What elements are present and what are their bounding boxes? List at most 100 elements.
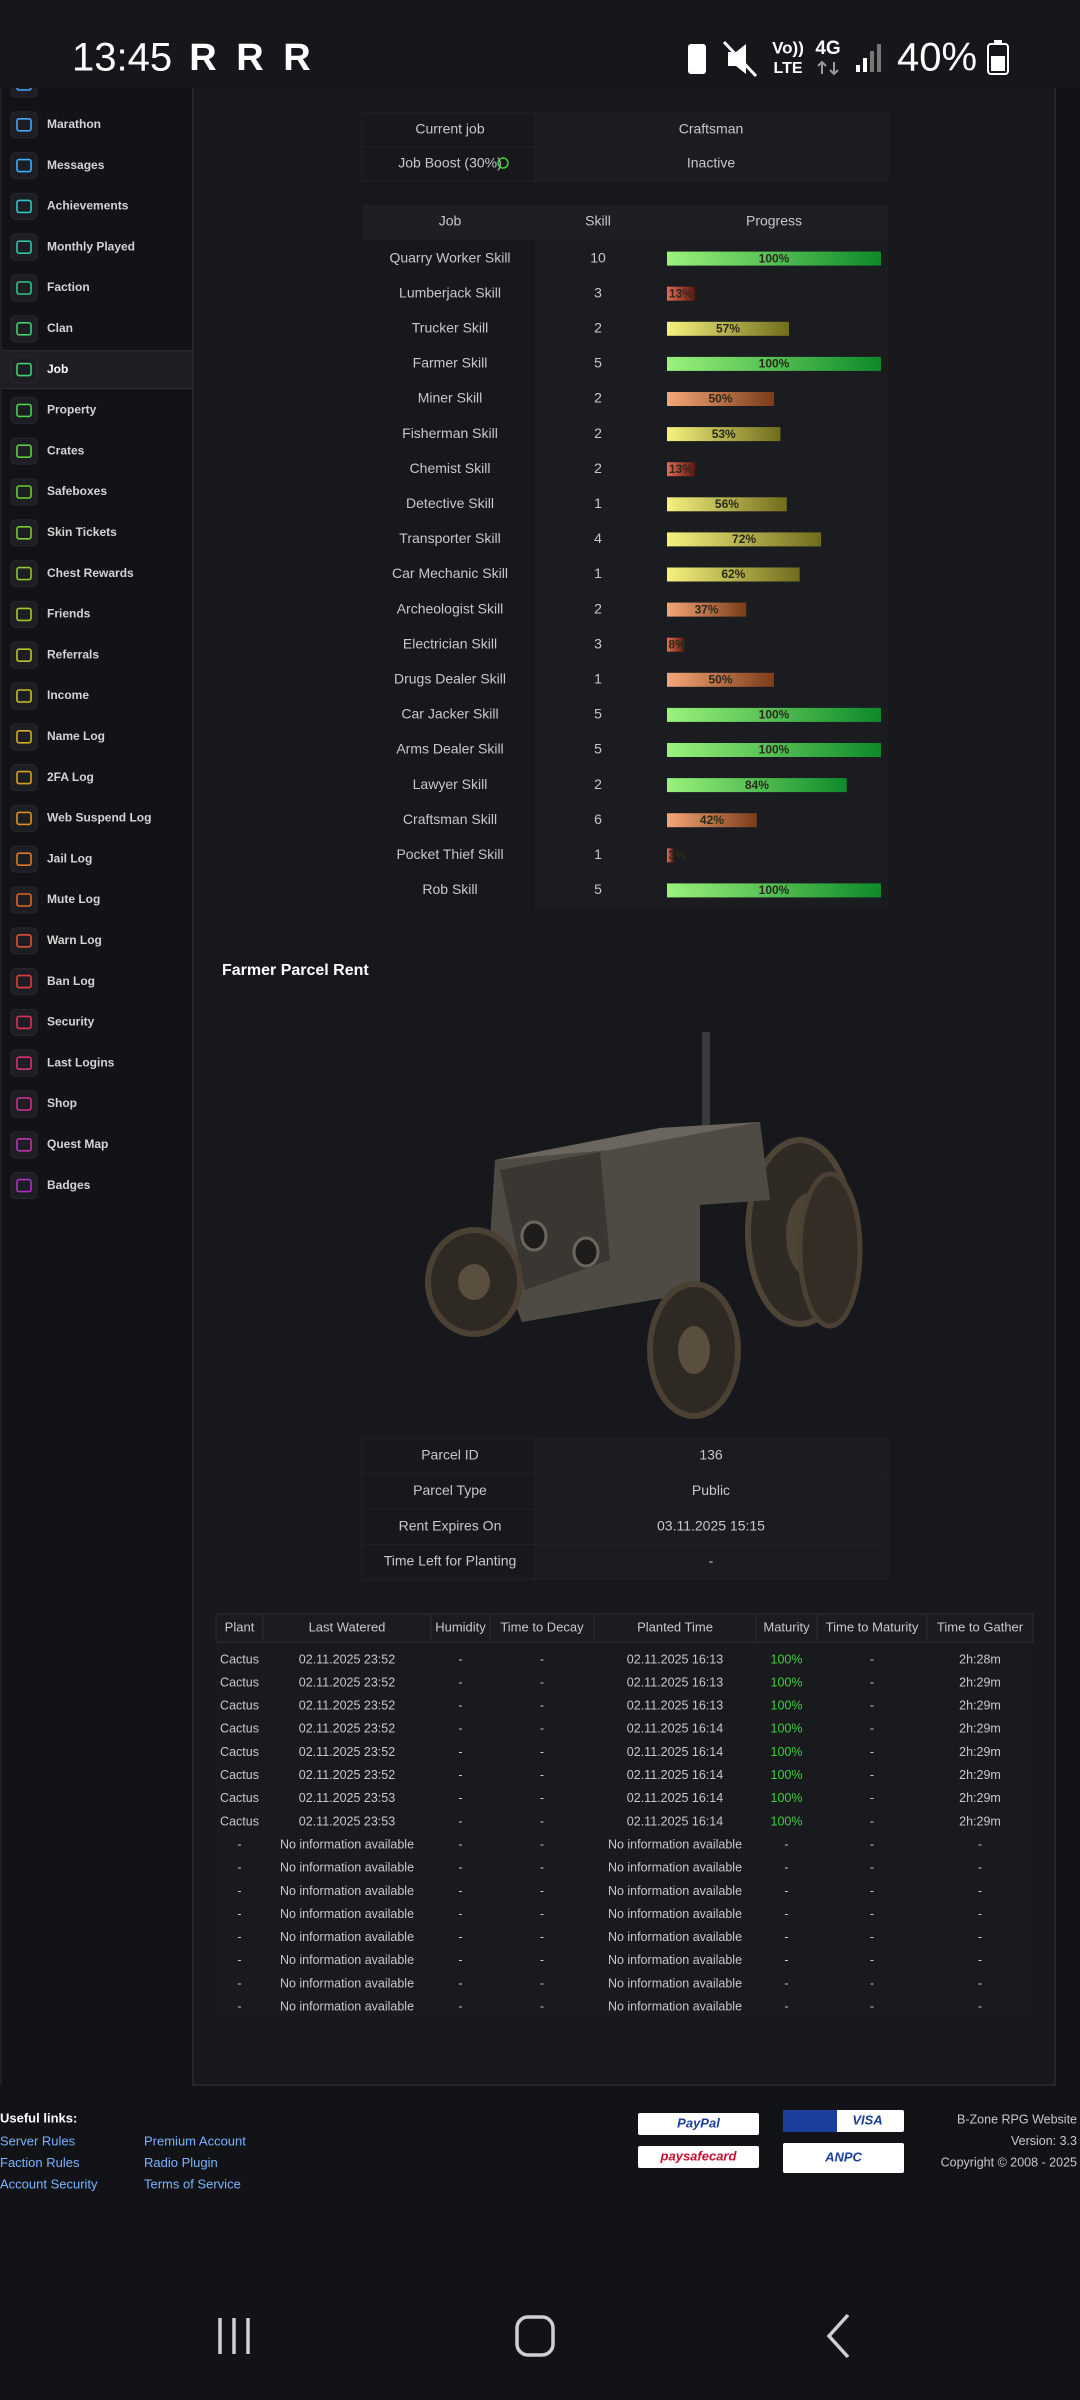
footer-link[interactable]: Premium Account	[144, 2133, 246, 2148]
menu-item[interactable]: Referrals	[47, 647, 99, 661]
skill-level: 5	[594, 706, 602, 722]
table-cell: No information available	[608, 1976, 742, 1990]
signal-bar	[863, 58, 867, 72]
table-cell: -	[458, 1791, 462, 1805]
menu-icon-box	[10, 274, 38, 302]
menu-item[interactable]: Faction	[47, 280, 90, 294]
table-cell: 2h:29m	[959, 1791, 1001, 1805]
header-cell	[816, 1613, 928, 1643]
progress-label: 13%	[669, 286, 693, 300]
footer-link[interactable]: Server Rules	[0, 2133, 76, 2148]
progress-bar	[667, 848, 674, 863]
menu-item[interactable]: Marathon	[47, 117, 101, 131]
table-cell: -	[784, 1930, 788, 1944]
menu-item[interactable]: Name Log	[47, 729, 105, 743]
table-cell: -	[870, 1791, 874, 1805]
table-cell: 100%	[771, 1768, 803, 1782]
nav-home[interactable]	[515, 2315, 555, 2357]
menu-item[interactable]: Jail Log	[47, 851, 92, 865]
menu-item[interactable]: 2FA Log	[47, 770, 94, 784]
skill-level: 5	[594, 355, 602, 371]
menu-icon	[16, 321, 32, 336]
table-cell: No information available	[280, 2000, 414, 2014]
skill-level: 3	[594, 635, 602, 651]
menu-item[interactable]: Monthly Played	[47, 239, 135, 253]
footer-heading: Useful links:	[0, 2110, 77, 2125]
menu-item[interactable]: Friends	[47, 607, 91, 621]
menu-item[interactable]: Achievements	[47, 199, 129, 213]
menu-item[interactable]: Clan	[47, 321, 73, 335]
menu-item[interactable]: Job	[47, 362, 68, 376]
table-cell: No information available	[608, 1930, 742, 1944]
value-cell	[534, 1437, 889, 1475]
footer-link[interactable]: Radio Plugin	[144, 2155, 218, 2170]
table-header	[362, 205, 888, 240]
menu-icon	[16, 485, 32, 499]
menu-item[interactable]: Messages	[47, 158, 105, 172]
menu-item[interactable]: Mute Log	[47, 892, 100, 906]
menu-item[interactable]: Safeboxes	[47, 484, 107, 498]
table-cell: -	[784, 1837, 788, 1851]
table-cell: -	[237, 2000, 241, 2014]
menu-icon	[16, 281, 32, 295]
menu-item[interactable]: Shop	[47, 1096, 77, 1110]
job-name: Fisherman Skill	[402, 425, 498, 441]
table-header-cell: Skill	[585, 213, 611, 229]
menu-icon	[16, 1097, 32, 1111]
menu-icon	[16, 362, 32, 377]
menu-icon-box	[10, 315, 38, 343]
table-cell: -	[540, 1976, 544, 1990]
table-cell: 2h:29m	[959, 1675, 1001, 1689]
progress-label: 37%	[695, 602, 719, 616]
menu-item[interactable]: Security	[47, 1015, 95, 1029]
table-cell: 2h:29m	[959, 1699, 1001, 1713]
footer-link[interactable]: Faction Rules	[0, 2155, 80, 2170]
menu-icon-box	[10, 968, 38, 996]
progress-bar	[667, 813, 757, 828]
menu-icon	[16, 933, 32, 948]
job-name: Quarry Worker Skill	[389, 249, 510, 265]
payment-logo-text: PayPal	[677, 2115, 720, 2130]
progress-label: 13%	[669, 462, 693, 476]
progress-bar	[667, 778, 847, 793]
menu-icon-box	[10, 600, 38, 628]
menu-item[interactable]: Property	[47, 403, 97, 417]
menu-item[interactable]: Last Logins	[47, 1055, 115, 1069]
table-cell: Cactus	[220, 1768, 259, 1782]
nav-back[interactable]	[826, 2313, 850, 2359]
menu-icon-box	[10, 560, 38, 588]
lte-icon: LTE	[773, 60, 802, 77]
menu-icon-box	[10, 111, 38, 139]
menu-item[interactable]: Chest Rewards	[47, 566, 134, 580]
menu-item[interactable]: Crates	[47, 443, 85, 457]
menu-icon-box	[10, 396, 38, 424]
table-cell: -	[870, 1861, 874, 1875]
menu-item[interactable]: Quest Map	[47, 1137, 108, 1151]
skill-level: 2	[594, 390, 602, 406]
table-cell: 100%	[771, 1652, 803, 1666]
menu-item[interactable]: Web Suspend Log	[47, 811, 151, 825]
label-cell	[361, 1508, 536, 1545]
menu-icon-box	[10, 1008, 38, 1036]
footer-link[interactable]: Account Security	[0, 2176, 98, 2191]
row-label: Parcel Type	[413, 1482, 487, 1498]
menu-item[interactable]: Badges	[47, 1178, 91, 1192]
notification-icon: R	[236, 37, 263, 79]
job-name: Miner Skill	[418, 390, 483, 406]
footer-link[interactable]: Terms of Service	[144, 2176, 241, 2191]
table-cell: Cactus	[220, 1814, 259, 1828]
row-label: Rent Expires On	[399, 1517, 502, 1533]
table-cell: 02.11.2025 16:14	[627, 1791, 723, 1805]
table-header-cell: Humidity	[435, 1619, 486, 1634]
menu-icon	[16, 770, 32, 785]
menu-item[interactable]: Skin Tickets	[47, 525, 117, 539]
payment-logo-text: VISA	[852, 2112, 882, 2127]
menu-item[interactable]: Ban Log	[47, 974, 95, 988]
menu-icon	[16, 566, 32, 581]
progress-bar	[667, 356, 881, 371]
menu-item[interactable]: Warn Log	[47, 933, 102, 947]
job-name: Farmer Skill	[413, 355, 488, 371]
table-cell: 100%	[771, 1814, 803, 1828]
table-cell: 02.11.2025 16:13	[627, 1652, 723, 1666]
menu-item[interactable]: Income	[47, 688, 89, 702]
